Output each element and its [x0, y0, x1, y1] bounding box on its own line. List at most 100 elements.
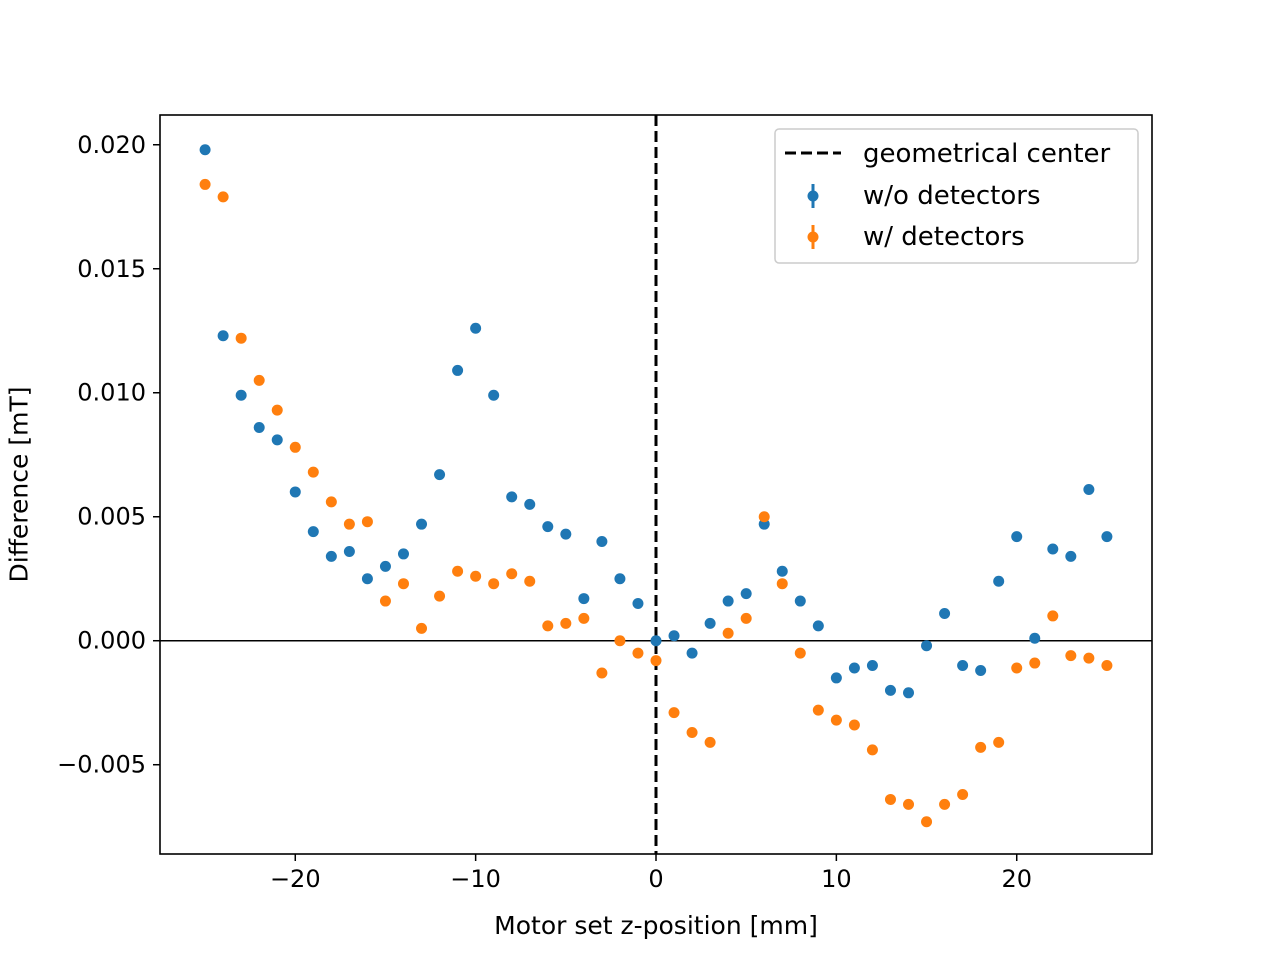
- legend-w-detectors-marker: [807, 231, 819, 243]
- y-tick-label: 0.000: [77, 627, 146, 655]
- data-point: [812, 620, 824, 632]
- data-point: [470, 322, 482, 334]
- data-point: [397, 578, 409, 590]
- x-tick-label: 20: [1001, 865, 1032, 893]
- data-point: [650, 635, 662, 647]
- data-point: [740, 588, 752, 600]
- data-point: [199, 178, 211, 190]
- data-point: [271, 404, 283, 416]
- data-point: [650, 655, 662, 667]
- data-point: [1101, 660, 1113, 672]
- data-point: [361, 573, 373, 585]
- data-points: [199, 144, 1113, 828]
- data-point: [704, 736, 716, 748]
- data-point: [199, 144, 211, 156]
- data-point: [957, 788, 969, 800]
- data-point: [379, 560, 391, 572]
- data-point: [614, 635, 626, 647]
- data-point: [1011, 531, 1023, 543]
- data-point: [776, 565, 788, 577]
- data-point: [416, 622, 428, 634]
- data-point: [307, 526, 319, 538]
- data-point: [416, 518, 428, 530]
- data-point: [434, 590, 446, 602]
- legend-label-w-detectors: w/ detectors: [863, 222, 1025, 252]
- data-point: [794, 595, 806, 607]
- data-point: [1101, 531, 1113, 543]
- y-tick-label: 0.020: [77, 131, 146, 159]
- data-point: [560, 617, 572, 629]
- x-tick-label: −20: [270, 865, 321, 893]
- data-point: [397, 548, 409, 560]
- data-point: [488, 389, 500, 401]
- data-point: [704, 617, 716, 629]
- data-point: [1047, 543, 1059, 555]
- data-point: [506, 568, 518, 580]
- data-point: [632, 598, 644, 610]
- data-point: [217, 191, 229, 203]
- data-point: [903, 798, 915, 810]
- data-point: [253, 421, 265, 433]
- data-point: [993, 575, 1005, 587]
- y-axis-ticks: −0.005 0.000 0.005 0.010 0.015 0.020: [57, 131, 160, 779]
- data-point: [1011, 662, 1023, 674]
- plot-area-frame: [159, 114, 1153, 855]
- data-point: [740, 612, 752, 624]
- data-point: [794, 647, 806, 659]
- legend: geometrical center w/o detectors w/ dete…: [774, 128, 1139, 264]
- data-point: [343, 518, 355, 530]
- data-point: [939, 798, 951, 810]
- legend-label-wo-detectors: w/o detectors: [863, 181, 1041, 211]
- data-point: [434, 469, 446, 481]
- y-tick-label: 0.015: [77, 255, 146, 283]
- data-point: [542, 620, 554, 632]
- data-point: [542, 521, 554, 533]
- y-tick-label: −0.005: [57, 751, 146, 779]
- data-point: [578, 612, 590, 624]
- data-point: [1083, 652, 1095, 664]
- data-point: [1065, 650, 1077, 662]
- data-point: [271, 434, 283, 446]
- data-point: [957, 660, 969, 672]
- data-point: [866, 744, 878, 756]
- data-point: [325, 550, 337, 562]
- data-point: [1047, 610, 1059, 622]
- data-point: [289, 486, 301, 498]
- data-point: [325, 496, 337, 508]
- data-point: [921, 816, 933, 828]
- data-point: [578, 593, 590, 605]
- data-point: [686, 726, 698, 738]
- data-point: [884, 684, 896, 696]
- data-point: [1029, 632, 1041, 644]
- data-point: [758, 511, 770, 523]
- data-point: [722, 627, 734, 639]
- data-point: [235, 389, 247, 401]
- data-point: [668, 707, 680, 719]
- x-tick-label: 10: [821, 865, 852, 893]
- x-tick-label: 0: [648, 865, 663, 893]
- data-point: [722, 595, 734, 607]
- data-point: [1065, 550, 1077, 562]
- data-point: [939, 607, 951, 619]
- data-point: [975, 664, 987, 676]
- data-point: [343, 545, 355, 557]
- data-point: [596, 536, 608, 548]
- data-point: [524, 498, 536, 510]
- legend-wo-detectors-marker: [807, 190, 819, 202]
- data-point: [452, 565, 464, 577]
- data-point: [632, 647, 644, 659]
- y-tick-label: 0.005: [77, 503, 146, 531]
- legend-label-geometrical-center: geometrical center: [863, 139, 1111, 169]
- data-point: [848, 719, 860, 731]
- data-point: [993, 736, 1005, 748]
- x-tick-label: −10: [450, 865, 501, 893]
- x-axis-ticks: −20 −10 0 10 20: [270, 854, 1032, 893]
- data-point: [903, 687, 915, 699]
- data-point: [975, 741, 987, 753]
- legend-box: [774, 128, 1139, 264]
- data-point: [921, 640, 933, 652]
- data-point: [668, 630, 680, 642]
- data-point: [452, 364, 464, 376]
- data-point: [289, 441, 301, 453]
